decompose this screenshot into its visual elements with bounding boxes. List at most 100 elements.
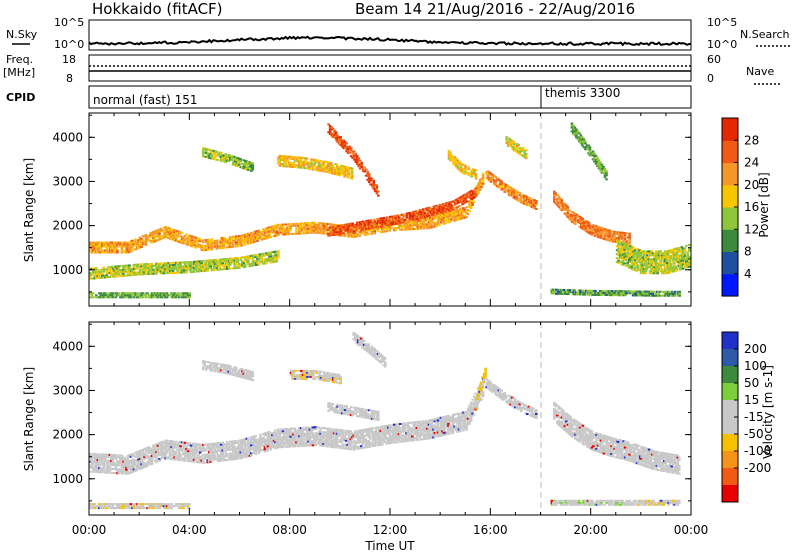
data-cell <box>524 157 528 160</box>
data-cell <box>170 440 173 443</box>
data-cell <box>259 235 262 238</box>
data-cell <box>648 292 651 295</box>
data-cell <box>666 269 670 272</box>
data-cell <box>137 464 140 467</box>
data-cell <box>650 264 653 267</box>
data-cell <box>95 463 98 465</box>
data-cell <box>201 147 205 150</box>
data-cell <box>325 224 328 227</box>
data-cell <box>660 258 664 261</box>
data-cell <box>215 266 218 269</box>
data-cell <box>268 236 271 239</box>
data-cell <box>600 171 604 174</box>
data-cell <box>96 459 100 462</box>
data-cell <box>131 247 134 250</box>
data-cell <box>247 261 250 264</box>
data-cell <box>436 216 440 219</box>
data-cell <box>340 234 343 237</box>
data-cell <box>269 261 273 264</box>
data-cell <box>138 238 142 241</box>
data-cell <box>628 238 631 241</box>
data-cell <box>307 167 310 170</box>
data-cell <box>639 263 643 266</box>
data-cell <box>556 200 559 203</box>
data-cell <box>206 238 209 241</box>
data-cell <box>402 224 405 227</box>
data-cell <box>171 292 175 295</box>
data-cell <box>636 256 640 259</box>
data-cell <box>206 240 209 243</box>
data-cell <box>192 266 196 269</box>
data-cell <box>512 190 515 193</box>
y-tick-label: 4000 <box>52 130 83 144</box>
data-cell <box>209 261 212 264</box>
data-cell <box>194 449 197 451</box>
data-cell <box>688 259 691 262</box>
data-cell <box>435 204 439 207</box>
data-cell <box>492 179 496 181</box>
data-cell <box>331 164 334 167</box>
data-cell <box>299 232 303 235</box>
data-cell <box>245 255 249 258</box>
data-cell <box>274 256 277 259</box>
data-cell <box>218 155 221 158</box>
data-cell <box>99 459 103 462</box>
data-cell <box>185 453 188 456</box>
data-cell <box>226 459 229 461</box>
data-cell <box>222 449 226 452</box>
data-cell <box>299 162 303 165</box>
data-cell <box>377 218 380 220</box>
data-cell <box>682 251 685 254</box>
data-cell <box>104 471 107 474</box>
data-cell <box>265 258 268 261</box>
data-cell <box>226 441 229 444</box>
data-cell <box>92 296 95 299</box>
data-cell <box>227 265 231 268</box>
data-cell <box>162 456 166 458</box>
data-cell <box>682 249 685 252</box>
data-cell <box>144 242 148 244</box>
data-cell <box>149 240 152 243</box>
data-cell <box>206 461 209 464</box>
data-cell <box>488 177 491 180</box>
data-cell <box>289 161 292 164</box>
data-cell <box>275 232 279 235</box>
data-cell <box>93 464 97 467</box>
data-cell <box>207 259 211 262</box>
data-cell <box>584 142 587 145</box>
data-cell <box>165 296 169 299</box>
data-cell <box>683 253 687 256</box>
data-cell <box>364 168 368 171</box>
data-cell <box>274 258 277 261</box>
data-cell <box>414 210 418 213</box>
data-cell <box>571 214 574 217</box>
data-cell <box>453 217 456 220</box>
data-cell <box>275 230 279 233</box>
data-cell <box>96 245 100 248</box>
data-cell <box>116 292 119 295</box>
data-cell <box>653 254 656 257</box>
data-cell <box>120 269 124 271</box>
data-cell <box>235 455 238 458</box>
data-cell <box>257 440 261 443</box>
data-cell <box>656 256 659 259</box>
data-cell <box>330 126 333 129</box>
data-cell <box>464 164 467 167</box>
data-cell <box>600 294 603 296</box>
data-cell <box>233 267 237 270</box>
data-cell <box>281 165 285 168</box>
data-cell <box>331 170 334 173</box>
data-cell <box>102 245 106 248</box>
data-cell <box>98 275 101 277</box>
data-cell <box>174 456 178 459</box>
data-cell <box>200 262 203 265</box>
data-cell <box>425 213 428 216</box>
data-cell <box>251 239 255 242</box>
data-cell <box>613 232 616 235</box>
data-cell <box>239 160 243 163</box>
data-cell <box>95 273 98 276</box>
data-cell <box>299 228 303 231</box>
data-cell <box>556 290 560 293</box>
data-cell <box>579 293 582 296</box>
